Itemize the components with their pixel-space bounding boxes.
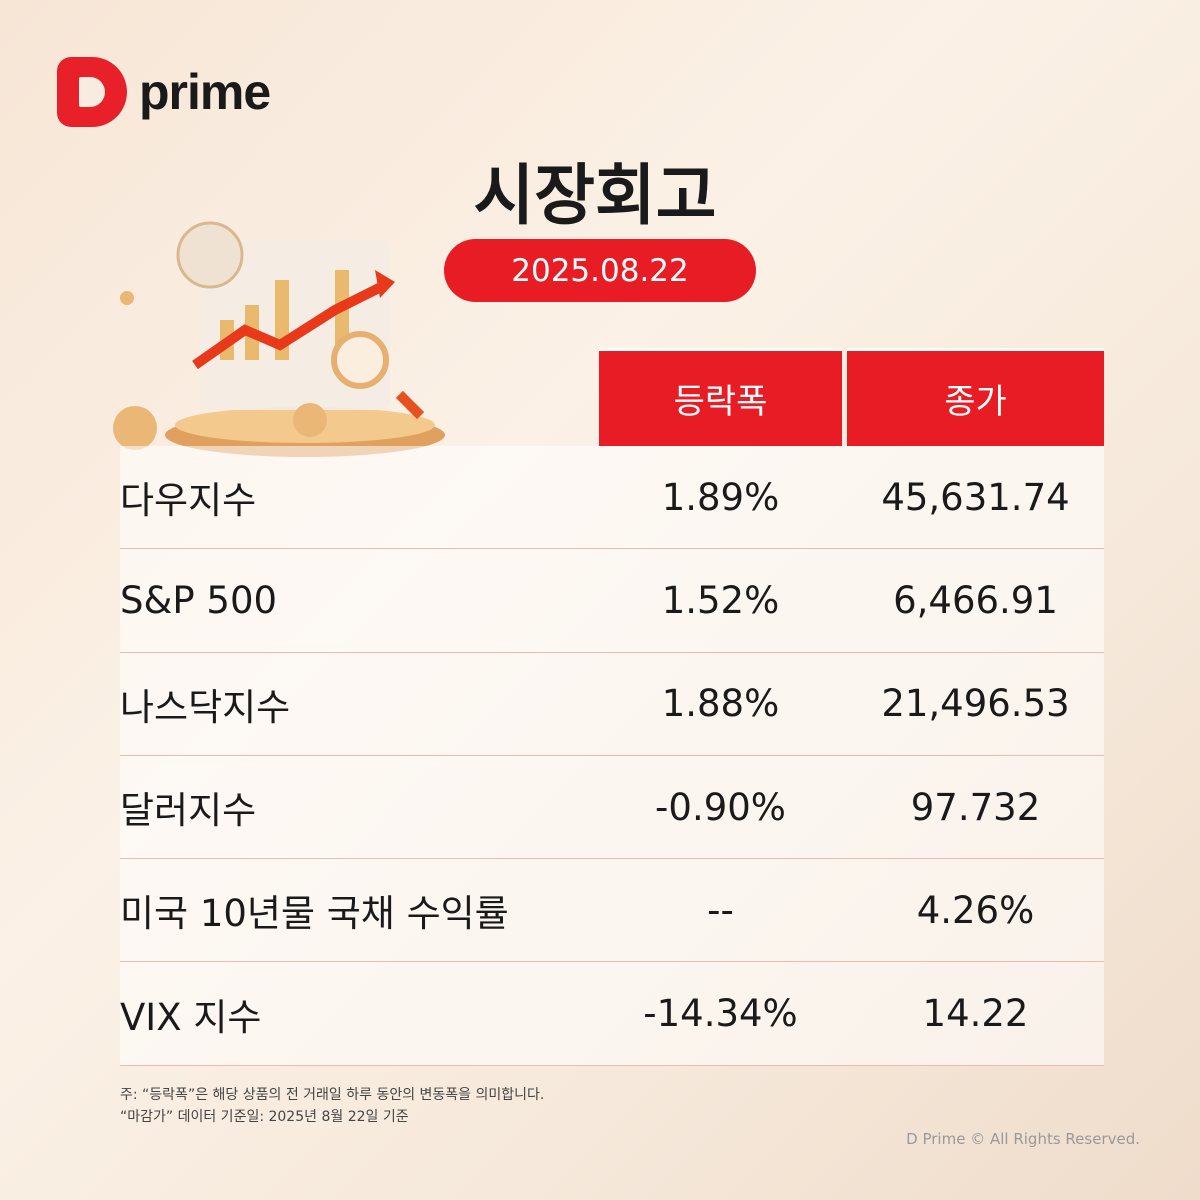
- close-value: 6,466.91: [893, 578, 1058, 622]
- index-name: 나스닥지수: [120, 685, 291, 729]
- table-row: 달러지수 -0.90% 97.732: [120, 755, 1104, 860]
- change-value: -14.34%: [643, 992, 798, 1036]
- close-value: 45,631.74: [881, 475, 1070, 519]
- change-value: --: [707, 888, 734, 932]
- date-badge: 2025.08.22: [444, 239, 756, 302]
- close-value: 4.26%: [916, 888, 1035, 932]
- change-value: -0.90%: [655, 785, 786, 829]
- market-table: 등락폭 종가 다우지수 1.89% 45,631.74 S&P 500 1.52% 6,4…: [120, 348, 1104, 1066]
- header-close: 종가: [847, 348, 1104, 446]
- logo: prime: [57, 57, 271, 127]
- index-name: 달러지수: [120, 789, 257, 833]
- close-value: 21,496.53: [881, 682, 1070, 726]
- index-name: 미국 10년물 국채 수익률: [120, 892, 509, 936]
- copyright: D Prime © All Rights Reserved.: [906, 1130, 1140, 1148]
- index-name: 다우지수: [120, 479, 257, 523]
- footnote-line: 주: “등락폭”은 해당 상품의 전 거래일 하루 동안의 변동폭을 의미합니다…: [120, 1087, 545, 1103]
- footnote: 주: “등락폭”은 해당 상품의 전 거래일 하루 동안의 변동폭을 의미합니다…: [120, 1084, 544, 1128]
- table-row: VIX 지수 -14.34% 14.22: [120, 962, 1104, 1066]
- change-value: 1.89%: [661, 475, 780, 519]
- close-value: 97.732: [910, 785, 1041, 829]
- table-row: S&P 500 1.52% 6,466.91: [120, 549, 1104, 653]
- table-row: 다우지수 1.89% 45,631.74: [120, 446, 1104, 550]
- table-row: 미국 10년물 국채 수익률 -- 4.26%: [120, 859, 1104, 963]
- footnote-line: “마감가” 데이터 기준일: 2025년 8월 22일 기준: [120, 1109, 409, 1125]
- index-name: S&P 500: [120, 578, 278, 622]
- close-value: 14.22: [922, 992, 1029, 1036]
- logo-text: prime: [139, 64, 271, 120]
- logo-mark-icon: [57, 57, 127, 127]
- index-name: VIX 지수: [120, 995, 262, 1039]
- change-value: 1.88%: [661, 682, 780, 726]
- page-title: 시장회고: [473, 157, 717, 234]
- table-row: 나스닥지수 1.88% 21,496.53: [120, 652, 1104, 756]
- header-change: 등락폭: [599, 348, 842, 446]
- change-value: 1.52%: [661, 578, 780, 622]
